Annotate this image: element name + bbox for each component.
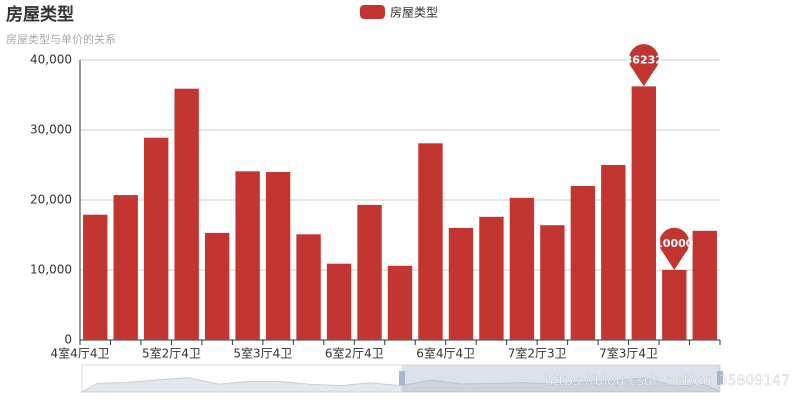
zoom-handle[interactable] <box>399 371 405 385</box>
zoom-preview <box>80 377 721 393</box>
x-tick-label: 6室2厅4卫 <box>325 346 384 361</box>
y-tick-label: 10,000 <box>30 263 72 277</box>
chart-title: 房屋类型 <box>6 4 74 25</box>
bar <box>570 186 596 340</box>
bar <box>357 204 382 340</box>
legend-swatch <box>360 5 385 19</box>
bar <box>418 143 443 340</box>
zoom-window <box>402 365 720 392</box>
x-tick-label: 7室3厅4卫 <box>599 346 658 361</box>
bar <box>113 195 138 340</box>
y-tick-label: 30,000 <box>30 123 72 137</box>
bar <box>83 214 108 340</box>
x-tick-label: 5室3厅4卫 <box>233 346 292 361</box>
mark-label: 10000 <box>655 237 694 250</box>
bar <box>631 86 656 340</box>
bar <box>296 234 321 340</box>
x-tick-label: 4室4厅4卫 <box>51 346 110 361</box>
watermark: https://blog.csdn.net/qq_35809147 <box>544 373 790 389</box>
mark-pin <box>628 44 659 87</box>
zoom-handle[interactable] <box>717 371 723 385</box>
x-tick-label: 5室2厅4卫 <box>142 346 201 361</box>
bar <box>601 165 626 340</box>
mark-pin <box>659 227 690 270</box>
y-tick-label: 40,000 <box>30 53 72 67</box>
bar <box>265 172 291 340</box>
bar <box>387 265 413 340</box>
bar <box>204 232 230 340</box>
x-tick-label: 6室4厅4卫 <box>416 346 475 361</box>
bar <box>448 228 474 340</box>
bar <box>479 216 504 340</box>
bar <box>235 171 260 340</box>
legend-label: 房屋类型 <box>390 5 438 20</box>
bar <box>174 88 199 340</box>
bar <box>509 197 535 340</box>
y-tick-label: 20,000 <box>30 193 72 207</box>
bar <box>692 230 717 340</box>
mark-label: 36232 <box>625 53 663 66</box>
x-tick-label: 7室2厅3卫 <box>508 346 567 361</box>
chart-subtitle: 房屋类型与单价的关系 <box>6 32 116 46</box>
y-tick-label: 0 <box>64 333 72 347</box>
bar <box>662 270 687 340</box>
bar <box>326 263 352 340</box>
bar <box>144 137 169 340</box>
bar <box>540 225 565 340</box>
